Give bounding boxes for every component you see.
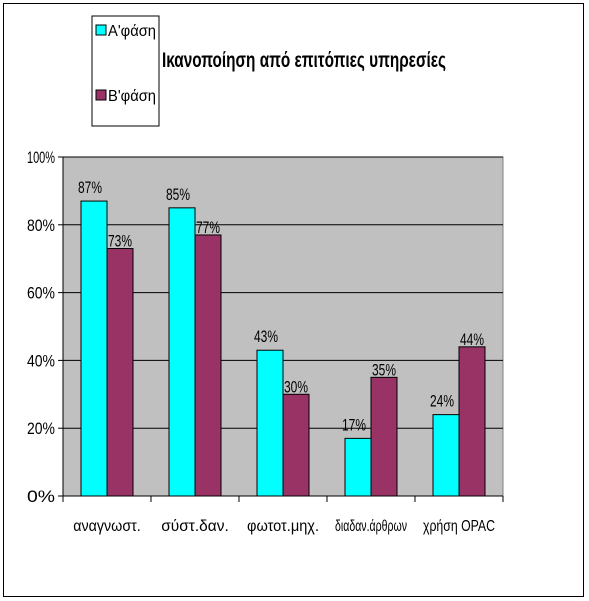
- chart-title: Ικανοποίηση από επιτόπιες υπηρεσίες: [162, 49, 446, 72]
- y-tick-label: 0%: [27, 487, 55, 506]
- data-label: 73%: [108, 232, 132, 251]
- legend-swatch: [95, 24, 107, 36]
- bar-chart: 0% 20% 40% 60% 80% 100% 87% 73% αναγνωστ. 85% 77% σ…: [27, 15, 504, 535]
- data-label: 44%: [460, 330, 484, 349]
- data-label: 35%: [372, 360, 396, 379]
- bar: [432, 414, 460, 497]
- x-tick-label: σύστ.δαν.: [161, 518, 229, 535]
- bar: [344, 437, 372, 497]
- data-label: 77%: [196, 218, 220, 237]
- legend-label: Β'φάση: [108, 88, 156, 105]
- x-tick-label: αναγνωστ.: [73, 518, 141, 535]
- y-tick-label: 60%: [27, 284, 55, 303]
- x-tick-label: διαδαν.άρθρων: [335, 518, 407, 535]
- bar: [194, 234, 222, 497]
- y-tick-label: 100%: [27, 148, 55, 167]
- legend-swatch: [95, 89, 107, 101]
- y-tick-label: 80%: [27, 216, 55, 235]
- chart-frame: 0% 20% 40% 60% 80% 100% 87% 73% αναγνωστ. 85% 77% σ…: [3, 3, 584, 597]
- bar: [458, 346, 486, 497]
- data-label: 24%: [430, 392, 454, 411]
- bar: [282, 393, 310, 497]
- data-label: 30%: [284, 377, 308, 396]
- bar: [106, 248, 134, 497]
- y-tick-label: 20%: [27, 419, 55, 438]
- data-label: 17%: [342, 415, 366, 434]
- bar: [80, 200, 108, 497]
- bar: [168, 207, 196, 497]
- data-label: 85%: [166, 185, 190, 204]
- x-tick-label: χρήση OPAC: [423, 518, 495, 535]
- data-label: 87%: [78, 178, 102, 197]
- bar: [370, 376, 398, 497]
- y-tick-label: 40%: [27, 351, 55, 370]
- data-label: 43%: [254, 327, 278, 346]
- bar: [256, 349, 284, 497]
- x-tick-label: φωτοτ.μηχ.: [247, 518, 319, 535]
- legend-label: Α'φάση: [108, 23, 156, 40]
